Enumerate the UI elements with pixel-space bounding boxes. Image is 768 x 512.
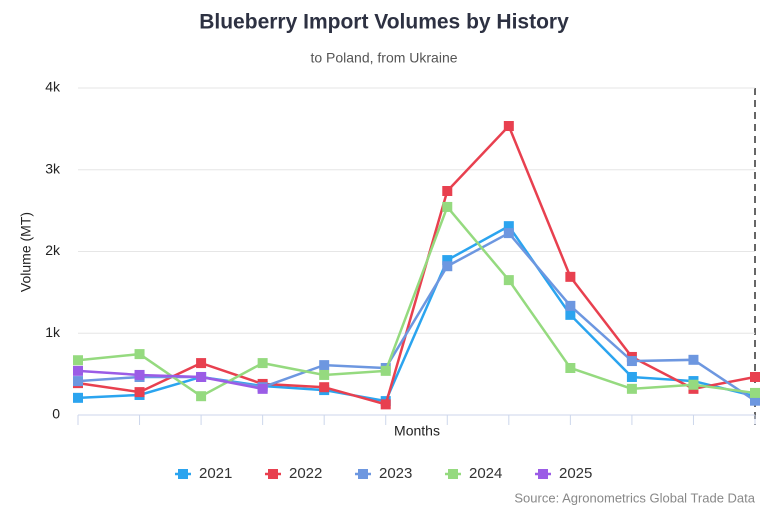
point [503,228,514,239]
series-line [77,369,263,391]
point [565,271,576,282]
legend-label: 2021 [199,465,232,482]
y-tick-label: 2k [45,242,61,258]
point [750,371,760,382]
legend-marker [268,469,278,479]
point [196,371,207,382]
point [565,309,576,320]
point [626,383,637,394]
legend-marker [448,469,458,479]
legend-label: 2024 [469,465,502,482]
legend-marker [178,469,188,479]
point [750,395,760,406]
legend-label: 2022 [289,465,322,482]
x-axis-title: Months [394,423,440,439]
point [73,365,83,376]
point [503,121,514,132]
point [196,391,207,402]
point [688,354,699,365]
point [626,371,637,382]
point [750,387,760,398]
point [380,399,391,410]
point [134,369,145,380]
point [688,379,699,390]
legend-label: 2025 [559,465,592,482]
point [319,360,330,371]
legend-label: 2023 [379,465,412,482]
point [442,255,453,266]
y-tick-label: 0 [52,406,60,422]
y-tick-label: 4k [45,79,61,95]
point [73,376,83,387]
point [503,275,514,286]
legend-marker [538,469,548,479]
point [565,362,576,373]
point [134,349,145,360]
source: Source: Agronometrics Global Trade Data [514,490,755,505]
legend-marker [358,469,368,479]
series-line [77,204,756,398]
point [73,392,83,403]
point [503,221,514,232]
point [380,365,391,376]
point [196,358,207,369]
point [257,358,268,369]
point [257,383,268,394]
point [319,382,330,393]
y-axis-title: Volume (MT) [18,212,34,292]
point [442,201,453,212]
series-line [77,224,756,403]
point [565,300,576,311]
point [442,261,453,272]
point [134,387,145,398]
series-line [77,123,756,406]
point [442,186,453,197]
point [626,356,637,367]
y-tick-label: 1k [45,324,61,340]
y-tick-label: 3k [45,160,61,176]
chart-subtitle: to Poland, from Ukraine [310,50,457,66]
point [73,355,83,366]
point [319,369,330,380]
chart-title: Blueberry Import Volumes by History [199,11,569,34]
